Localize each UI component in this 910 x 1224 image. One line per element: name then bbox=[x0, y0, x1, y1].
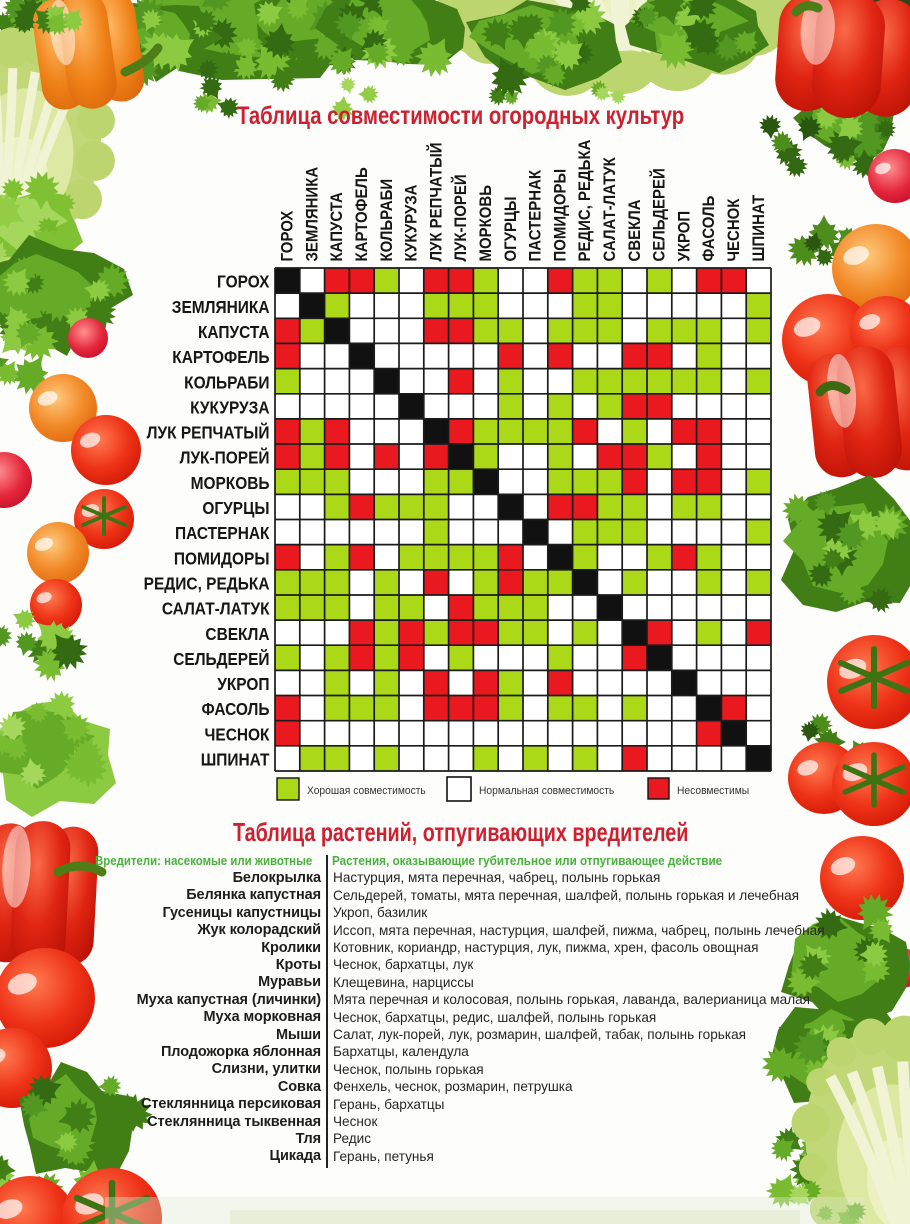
svg-text:ОГУРЦЫ: ОГУРЦЫ bbox=[202, 499, 269, 518]
svg-text:РЕДИС, РЕДЬКА: РЕДИС, РЕДЬКА bbox=[577, 140, 595, 262]
svg-text:ЧЕСНОК: ЧЕСНОК bbox=[205, 726, 271, 745]
svg-text:КОЛЬРАБИ: КОЛЬРАБИ bbox=[378, 179, 396, 262]
svg-text:КАРТОФЕЛЬ: КАРТОФЕЛЬ bbox=[353, 167, 371, 261]
svg-text:ГОРОХ: ГОРОХ bbox=[217, 273, 269, 292]
svg-text:ЗЕМЛЯНИКА: ЗЕМЛЯНИКА bbox=[304, 167, 322, 262]
svg-text:САЛАТ-ЛАТУК: САЛАТ-ЛАТУК bbox=[162, 600, 271, 619]
svg-text:МОРКОВЬ: МОРКОВЬ bbox=[191, 474, 270, 493]
svg-text:УКРОП: УКРОП bbox=[217, 675, 269, 694]
svg-text:ШПИНАТ: ШПИНАТ bbox=[750, 194, 768, 261]
svg-text:Хорошая совместимость: Хорошая совместимость bbox=[307, 785, 426, 797]
svg-text:ЛУК РЕПЧАТЫЙ: ЛУК РЕПЧАТЫЙ bbox=[147, 423, 270, 443]
svg-text:ГОРОХ: ГОРОХ bbox=[279, 210, 297, 261]
svg-text:ПАСТЕРНАК: ПАСТЕРНАК bbox=[527, 169, 545, 261]
svg-text:ЗЕМЛЯНИКА: ЗЕМЛЯНИКА bbox=[172, 298, 270, 317]
svg-text:ОГУРЦЫ: ОГУРЦЫ bbox=[502, 196, 520, 261]
svg-text:УКРОП: УКРОП bbox=[676, 211, 694, 262]
svg-text:КОЛЬРАБИ: КОЛЬРАБИ bbox=[184, 373, 269, 392]
svg-text:СЕЛЬДЕРЕЙ: СЕЛЬДЕРЕЙ bbox=[649, 168, 669, 261]
svg-text:КАПУСТА: КАПУСТА bbox=[329, 192, 347, 261]
svg-text:СВЕКЛА: СВЕКЛА bbox=[626, 199, 644, 261]
svg-text:КАРТОФЕЛЬ: КАРТОФЕЛЬ bbox=[172, 348, 269, 367]
svg-text:ПАСТЕРНАК: ПАСТЕРНАК bbox=[175, 524, 270, 543]
svg-text:КУКУРУЗА: КУКУРУЗА bbox=[190, 399, 270, 418]
svg-text:МОРКОВЬ: МОРКОВЬ bbox=[477, 185, 495, 261]
svg-text:САЛАТ-ЛАТУК: САЛАТ-ЛАТУК bbox=[601, 157, 619, 262]
svg-text:ЛУК РЕПЧАТЫЙ: ЛУК РЕПЧАТЫЙ bbox=[426, 142, 446, 261]
svg-text:ШПИНАТ: ШПИНАТ bbox=[201, 751, 270, 770]
svg-text:РЕДИС, РЕДЬКА: РЕДИС, РЕДЬКА bbox=[144, 575, 270, 594]
svg-text:ЧЕСНОК: ЧЕСНОК bbox=[725, 198, 743, 261]
svg-text:КУКУРУЗА: КУКУРУЗА bbox=[403, 185, 421, 262]
svg-text:ЛУК-ПОРЕЙ: ЛУК-ПОРЕЙ bbox=[451, 174, 471, 261]
svg-text:Несовместимы: Несовместимы bbox=[677, 785, 749, 797]
svg-text:ПОМИДОРЫ: ПОМИДОРЫ bbox=[174, 549, 270, 568]
svg-text:СВЕКЛА: СВЕКЛА bbox=[205, 625, 269, 644]
svg-text:ФАСОЛЬ: ФАСОЛЬ bbox=[202, 700, 270, 719]
svg-text:ФАСОЛЬ: ФАСОЛЬ bbox=[701, 196, 719, 262]
svg-text:КАПУСТА: КАПУСТА bbox=[198, 323, 270, 342]
svg-text:Нормальная совместимость: Нормальная совместимость bbox=[479, 785, 615, 797]
svg-text:ПОМИДОРЫ: ПОМИДОРЫ bbox=[552, 169, 570, 262]
svg-text:ЛУК-ПОРЕЙ: ЛУК-ПОРЕЙ bbox=[180, 448, 270, 468]
svg-text:СЕЛЬДЕРЕЙ: СЕЛЬДЕРЕЙ bbox=[173, 649, 269, 669]
